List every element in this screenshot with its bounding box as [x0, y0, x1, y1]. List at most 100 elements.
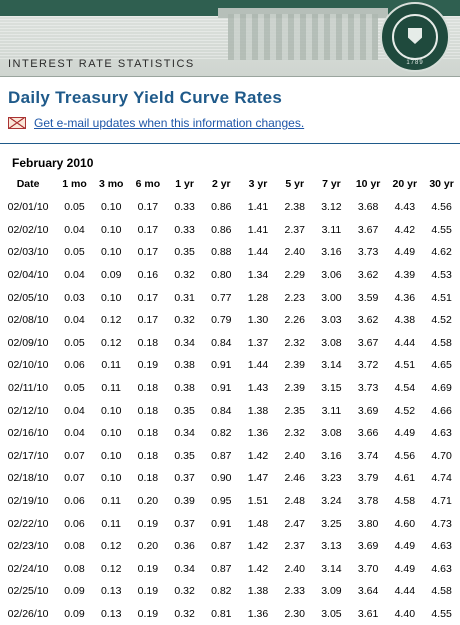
- rate-cell: 4.58: [394, 495, 416, 508]
- rate-cell: 0.04: [64, 269, 85, 282]
- rate-cell: 1.42: [247, 562, 269, 575]
- rate-cell: 0.86: [211, 201, 232, 214]
- rate-cell: 0.17: [137, 223, 159, 236]
- table-row: 02/08/10 0.04 0.12 0.17 0.32 0.79 1.30 2.26 3.03…: [0, 309, 460, 332]
- column-header: 3 yr: [248, 178, 268, 190]
- treasury-seal-logo[interactable]: 1789: [380, 2, 450, 72]
- rate-cell: 4.56: [431, 201, 452, 214]
- rate-cell: 1.28: [247, 291, 269, 304]
- rate-cell: 0.17: [137, 246, 159, 259]
- rate-cell: 0.12: [100, 540, 122, 553]
- rate-cell: 3.64: [357, 585, 379, 598]
- rate-cell: 0.82: [211, 427, 232, 440]
- rate-cell: 4.36: [394, 291, 416, 304]
- column-header: 30 yr: [429, 178, 454, 190]
- rate-cell: 3.13: [321, 540, 342, 553]
- rate-cell: 0.10: [100, 404, 122, 417]
- rate-cell: 0.95: [211, 495, 232, 508]
- rate-cell: 0.35: [174, 404, 195, 417]
- rate-cell: 2.46: [284, 472, 305, 485]
- rate-cell: 4.63: [431, 427, 452, 440]
- rate-cell: 1.44: [247, 246, 269, 259]
- date-cell: 02/24/10: [7, 562, 49, 575]
- table-row: 02/25/10 0.09 0.13 0.19 0.32 0.82 1.38 2.33 3.09…: [0, 580, 460, 603]
- rate-cell: 0.86: [211, 223, 232, 236]
- rate-cell: 4.74: [431, 472, 452, 485]
- rate-cell: 1.38: [247, 585, 269, 598]
- rate-cell: 0.32: [174, 585, 195, 598]
- rate-cell: 0.05: [64, 382, 85, 395]
- yield-curve-table: Date 1 mo 3 mo 6 mo 1 yr 2 yr 3 yr 5 yr 7 yr 10 y…: [0, 172, 460, 625]
- envelope-icon[interactable]: [8, 117, 26, 129]
- column-header: 10 yr: [355, 178, 381, 190]
- rate-cell: 0.06: [64, 517, 85, 530]
- rate-cell: 0.17: [137, 291, 159, 304]
- page-title: Daily Treasury Yield Curve Rates: [8, 88, 283, 107]
- rate-cell: 3.12: [321, 201, 342, 214]
- rate-cell: 3.73: [357, 382, 379, 395]
- rate-cell: 1.42: [247, 540, 269, 553]
- table-row: 02/23/10 0.08 0.12 0.20 0.36 0.87 1.42 2.37 3.13…: [0, 535, 460, 558]
- rate-cell: 0.90: [211, 472, 232, 485]
- rate-cell: 4.51: [431, 291, 452, 304]
- rate-cell: 0.34: [174, 427, 195, 440]
- rate-cell: 0.05: [64, 201, 85, 214]
- rate-cell: 3.11: [321, 404, 342, 417]
- rate-cell: 0.80: [211, 269, 232, 282]
- table-row: 02/17/10 0.07 0.10 0.18 0.35 0.87 1.42 2.40 3.16…: [0, 445, 460, 468]
- rate-cell: 0.06: [64, 495, 85, 508]
- table-row: 02/10/10 0.06 0.11 0.19 0.38 0.91 1.44 2.39 3.14…: [0, 354, 460, 377]
- table-row: 02/11/10 0.05 0.11 0.18 0.38 0.91 1.43 2.39 3.15…: [0, 377, 460, 400]
- date-cell: 02/23/10: [7, 540, 49, 553]
- rate-cell: 2.37: [284, 540, 305, 553]
- rate-cell: 1.42: [247, 449, 269, 462]
- column-header: 20 yr: [392, 178, 418, 190]
- rate-cell: 3.03: [321, 314, 342, 327]
- rate-cell: 0.10: [100, 223, 122, 236]
- table-row: 02/18/10 0.07 0.10 0.18 0.37 0.90 1.47 2.46 3.23…: [0, 467, 460, 490]
- date-cell: 02/11/10: [8, 382, 49, 395]
- rate-cell: 3.74: [357, 449, 379, 462]
- rate-cell: 0.20: [137, 540, 159, 553]
- date-cell: 02/03/10: [7, 246, 49, 259]
- rate-cell: 4.44: [394, 585, 416, 598]
- rate-cell: 0.33: [174, 201, 195, 214]
- rate-cell: 3.08: [321, 427, 342, 440]
- rate-cell: 0.12: [100, 562, 122, 575]
- rate-cell: 3.70: [357, 562, 379, 575]
- rate-cell: 0.04: [64, 404, 85, 417]
- rate-cell: 1.51: [247, 495, 269, 508]
- month-heading: February 2010: [12, 156, 94, 170]
- rate-cell: 0.79: [211, 314, 232, 327]
- rate-cell: 0.10: [100, 246, 122, 259]
- rate-cell: 2.48: [284, 495, 305, 508]
- rate-cell: 0.08: [64, 562, 85, 575]
- rate-cell: 2.26: [284, 314, 305, 327]
- table-body: 02/01/10 0.05 0.10 0.17 0.33 0.86 1.41 2.38 3.12…: [0, 196, 460, 625]
- column-header: 3 mo: [98, 178, 124, 190]
- rate-cell: 0.18: [137, 472, 159, 485]
- rate-cell: 0.18: [137, 404, 159, 417]
- rate-cell: 1.47: [247, 472, 269, 485]
- table-row: 02/24/10 0.08 0.12 0.19 0.34 0.87 1.42 2.40 3.14…: [0, 558, 460, 581]
- rate-cell: 0.91: [211, 382, 232, 395]
- date-cell: 02/12/10: [7, 404, 49, 417]
- date-cell: 02/05/10: [7, 291, 49, 304]
- rate-cell: 1.38: [247, 404, 269, 417]
- rate-cell: 0.04: [64, 223, 85, 236]
- rate-cell: 1.34: [247, 269, 269, 282]
- rate-cell: 0.88: [211, 246, 232, 259]
- rate-cell: 1.41: [247, 223, 269, 236]
- table-row: 02/04/10 0.04 0.09 0.16 0.32 0.80 1.34 2.29 3.06…: [0, 264, 460, 287]
- email-updates-link[interactable]: Get e-mail updates when this information…: [34, 116, 305, 130]
- email-updates-row: Get e-mail updates when this information…: [8, 116, 448, 132]
- rate-cell: 3.66: [357, 427, 379, 440]
- rate-cell: 2.39: [284, 359, 305, 372]
- rate-cell: 3.00: [321, 291, 342, 304]
- rate-cell: 1.36: [247, 427, 269, 440]
- table-row: 02/05/10 0.03 0.10 0.17 0.31 0.77 1.28 2.23 3.00…: [0, 286, 460, 309]
- rate-cell: 2.35: [284, 404, 305, 417]
- rate-cell: 4.61: [394, 472, 416, 485]
- rate-cell: 0.10: [100, 291, 122, 304]
- column-header: 7 yr: [322, 178, 341, 190]
